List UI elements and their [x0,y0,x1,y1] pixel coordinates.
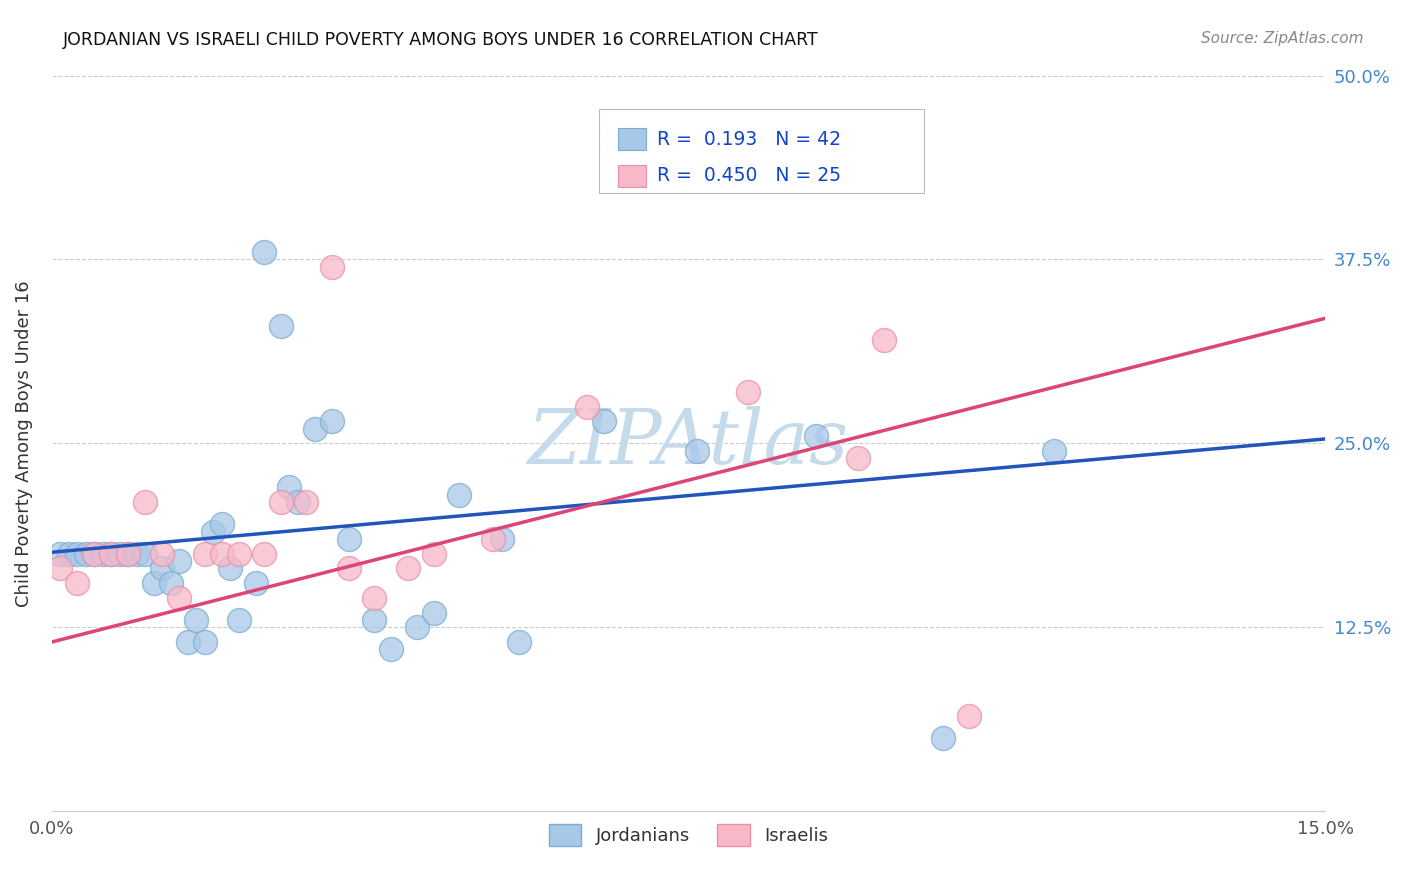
Point [287,495,309,509]
Bar [619,128,647,151]
Point [194,547,217,561]
Point [423,606,446,620]
Point [150,547,173,561]
Point [804,429,827,443]
FancyBboxPatch shape [599,109,924,194]
Point [117,547,139,561]
Point [142,576,165,591]
Point [575,400,598,414]
Point [184,613,207,627]
Legend: Jordanians, Israelis: Jordanians, Israelis [541,817,835,854]
Point [957,708,980,723]
Point [321,414,343,428]
Point [202,524,225,539]
Point [49,547,72,561]
Point [167,591,190,605]
Point [846,451,869,466]
Point [405,620,427,634]
Point [66,576,89,591]
Bar [619,165,647,186]
Point [304,422,326,436]
Point [592,414,614,428]
Text: R =  0.450   N = 25: R = 0.450 N = 25 [657,166,841,186]
Point [380,642,402,657]
Point [253,245,276,260]
Point [228,547,250,561]
Point [66,547,89,561]
Point [737,384,759,399]
Point [686,443,709,458]
Point [363,613,385,627]
Point [245,576,267,591]
Point [449,488,471,502]
Point [211,517,233,532]
Point [270,318,292,333]
Point [117,547,139,561]
Point [58,547,80,561]
Point [873,334,896,348]
Point [83,547,105,561]
Point [91,547,114,561]
Point [75,547,97,561]
Point [396,561,419,575]
Point [167,554,190,568]
Y-axis label: Child Poverty Among Boys Under 16: Child Poverty Among Boys Under 16 [15,280,32,607]
Point [194,635,217,649]
Point [125,547,148,561]
Point [49,561,72,575]
Point [134,495,156,509]
Point [295,495,318,509]
Point [321,260,343,274]
Point [211,547,233,561]
Text: JORDANIAN VS ISRAELI CHILD POVERTY AMONG BOYS UNDER 16 CORRELATION CHART: JORDANIAN VS ISRAELI CHILD POVERTY AMONG… [63,31,820,49]
Point [100,547,122,561]
Point [423,547,446,561]
Point [363,591,385,605]
Point [1042,443,1064,458]
Point [159,576,181,591]
Point [150,561,173,575]
Point [83,547,105,561]
Point [108,547,131,561]
Point [932,731,955,745]
Point [228,613,250,627]
Point [100,547,122,561]
Point [134,547,156,561]
Text: Source: ZipAtlas.com: Source: ZipAtlas.com [1201,31,1364,46]
Point [337,561,360,575]
Text: ZIPAtlas: ZIPAtlas [527,407,849,481]
Point [278,481,301,495]
Text: R =  0.193   N = 42: R = 0.193 N = 42 [657,130,841,149]
Point [270,495,292,509]
Point [337,532,360,546]
Point [508,635,530,649]
Point [482,532,505,546]
Point [491,532,513,546]
Point [176,635,198,649]
Point [219,561,242,575]
Point [253,547,276,561]
